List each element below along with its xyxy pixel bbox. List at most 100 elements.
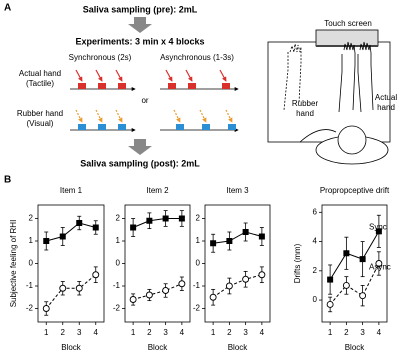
y-tick-label: 0 — [116, 259, 121, 268]
y-tick-label: 4 — [313, 237, 318, 246]
chart-title: Item 2 — [146, 186, 169, 195]
plot-frame — [204, 204, 271, 323]
marker — [146, 217, 153, 224]
tactile-arrows — [75, 69, 227, 82]
x-tick-label: 2 — [227, 328, 232, 337]
plot-frame — [321, 204, 388, 323]
panel-label: A — [4, 3, 11, 14]
marker — [242, 275, 250, 283]
marker — [343, 250, 350, 257]
y-tick-label: 2 — [196, 214, 201, 223]
series-line — [329, 231, 380, 280]
step-text: Experiments: 3 min x 4 blocks — [75, 36, 204, 46]
marker — [375, 260, 383, 267]
y-tick-label: 0 — [29, 259, 34, 268]
series-line — [45, 274, 97, 309]
condition-label: Asynchronous (1-3s) — [160, 53, 234, 62]
marker — [342, 281, 350, 289]
series-line — [46, 222, 96, 242]
series-line — [132, 283, 183, 300]
marker — [145, 291, 153, 299]
marker — [92, 224, 99, 231]
setup-illustration — [267, 29, 391, 165]
x-tick-label: 4 — [180, 328, 185, 337]
y-tick-label: -2 — [193, 304, 201, 313]
marker — [327, 276, 334, 283]
setup-label: Actual — [375, 93, 397, 102]
marker — [359, 256, 366, 263]
plot-frame — [124, 204, 191, 323]
marker — [225, 282, 233, 290]
visual-stimuli — [78, 124, 236, 130]
row-label: (Tactile) — [26, 79, 54, 88]
marker — [59, 233, 66, 240]
setup-label: Rubber — [292, 99, 319, 108]
marker — [242, 229, 249, 235]
y-tick-label: 0 — [313, 295, 318, 304]
marker — [42, 305, 50, 312]
y-tick-label: 1 — [116, 236, 121, 245]
x-tick-label: 1 — [44, 328, 49, 337]
marker — [326, 301, 334, 308]
y-tick-label: 2 — [29, 214, 34, 223]
x-axis-label: Block — [148, 343, 169, 352]
x-tick-label: 2 — [344, 328, 349, 337]
setup-label: Touch screen — [324, 19, 372, 28]
y-tick-label: 2 — [116, 214, 121, 223]
marker — [59, 284, 67, 292]
x-tick-label: 2 — [147, 328, 152, 337]
marker — [76, 220, 83, 226]
marker — [162, 215, 169, 222]
marker — [92, 271, 100, 279]
row-label: Actual hand — [19, 69, 61, 78]
flow-arrow — [128, 17, 152, 33]
y-tick-label: 6 — [313, 207, 318, 216]
or-text: or — [141, 96, 148, 105]
x-tick-label: 3 — [77, 328, 82, 337]
setup-label: hand — [377, 103, 395, 112]
plot-frame — [37, 204, 105, 323]
y-tick-label: 1 — [196, 236, 201, 245]
marker — [359, 292, 367, 300]
x-axis-label: Block — [345, 343, 366, 352]
marker — [43, 238, 50, 244]
y-tick-label: -2 — [26, 304, 34, 313]
condition-label: Synchronous (2s) — [69, 53, 132, 62]
x-tick-label: 1 — [131, 328, 136, 337]
y-tick-label: -1 — [193, 281, 201, 290]
y-tick-label: -2 — [113, 304, 121, 313]
y-tick-label: 0 — [196, 259, 201, 268]
timelines — [70, 87, 239, 132]
marker — [210, 240, 217, 247]
x-tick-label: 1 — [328, 328, 333, 337]
visual-arrows — [75, 109, 233, 123]
marker — [178, 215, 185, 222]
series-line — [132, 218, 182, 228]
marker — [226, 238, 233, 244]
series-line — [329, 263, 380, 305]
flow-arrow — [128, 139, 152, 155]
panel-label: B — [4, 175, 11, 186]
marker — [178, 280, 186, 288]
y-tick-label: 2 — [313, 266, 318, 275]
step-text: Saliva sampling (post): 2mL — [80, 158, 200, 168]
chart-title: Item 3 — [226, 186, 249, 195]
y-axis-label: Drifts (mm) — [293, 243, 302, 283]
marker — [75, 284, 83, 292]
y-axis-label: Subjective feeling of RHI — [9, 220, 18, 308]
x-axis-label: Block — [61, 343, 82, 352]
series-line — [213, 231, 263, 244]
x-tick-label: 4 — [377, 328, 382, 337]
x-tick-label: 3 — [360, 328, 365, 337]
row-label: (Visual) — [27, 119, 54, 128]
x-tick-label: 4 — [260, 328, 265, 337]
marker — [162, 287, 170, 294]
marker — [209, 293, 217, 301]
step-text: Saliva sampling (pre): 2mL — [83, 4, 198, 14]
x-tick-label: 4 — [94, 328, 99, 337]
series-line — [212, 274, 263, 298]
series-label: Sync — [369, 222, 387, 231]
marker — [258, 271, 266, 279]
marker — [129, 296, 137, 303]
chart-title: Propropceptive drift — [320, 186, 390, 195]
